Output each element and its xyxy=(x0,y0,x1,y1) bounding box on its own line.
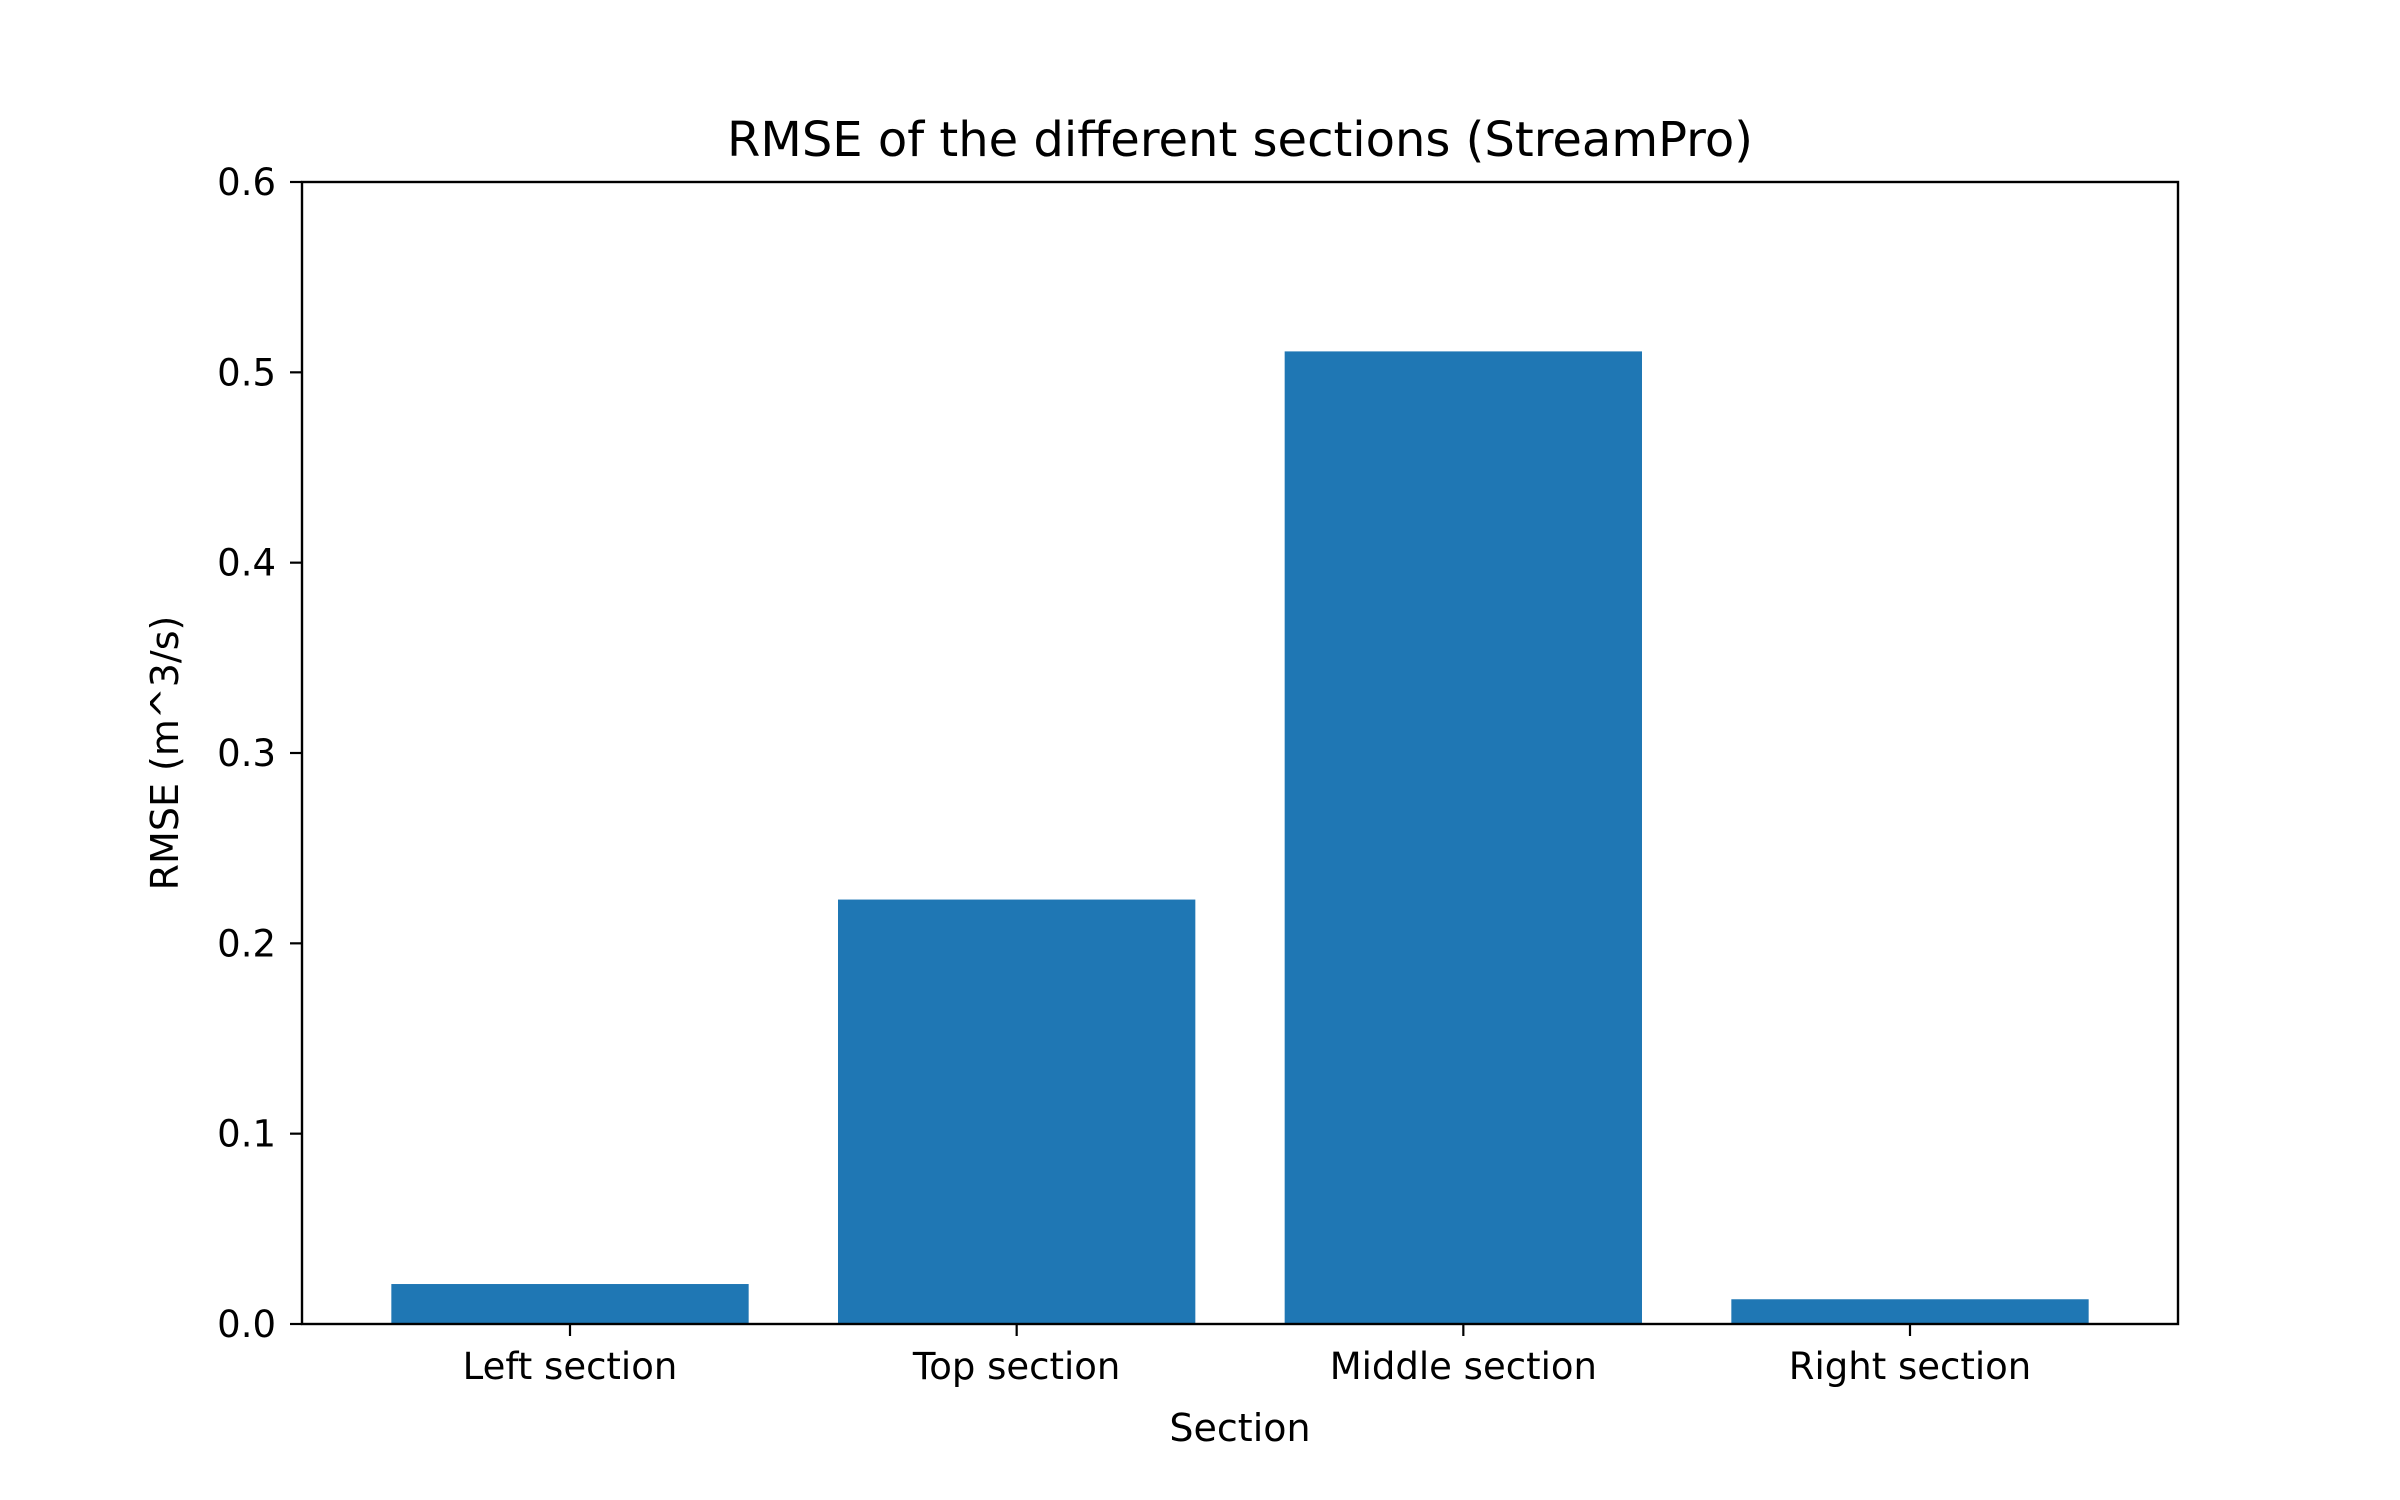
y-tick-label: 0.1 xyxy=(217,1113,276,1156)
bars-group xyxy=(391,351,2089,1324)
y-tick-label: 0.4 xyxy=(217,542,276,585)
y-axis-title: RMSE (m^3/s) xyxy=(143,616,187,891)
plot-area-frame xyxy=(300,180,2180,1326)
y-axis-ticks: 0.0 0.1 0.2 0.3 0.4 0.5 0.6 xyxy=(217,161,302,1346)
x-tick-label: Left section xyxy=(463,1345,678,1388)
x-tick-label: Right section xyxy=(1789,1345,2031,1388)
bar-top-section xyxy=(838,899,1196,1324)
y-tick-label: 0.3 xyxy=(217,732,276,775)
y-tick-label: 0.0 xyxy=(217,1303,276,1346)
chart-title: RMSE of the different sections (StreamPr… xyxy=(727,112,1753,168)
x-tick-label: Top section xyxy=(912,1345,1120,1388)
x-tick-label: Middle section xyxy=(1330,1345,1597,1388)
y-tick-label: 0.6 xyxy=(217,161,276,204)
bar-middle-section xyxy=(1284,351,1642,1324)
y-tick-label: 0.5 xyxy=(217,351,276,394)
bar-right-section xyxy=(1731,1299,2089,1324)
x-axis-title: Section xyxy=(1169,1406,1310,1450)
y-tick-label: 0.2 xyxy=(217,922,276,965)
bar-left-section xyxy=(391,1284,749,1324)
x-axis-ticks: Left section Top section Middle section Rig… xyxy=(463,1324,2031,1388)
